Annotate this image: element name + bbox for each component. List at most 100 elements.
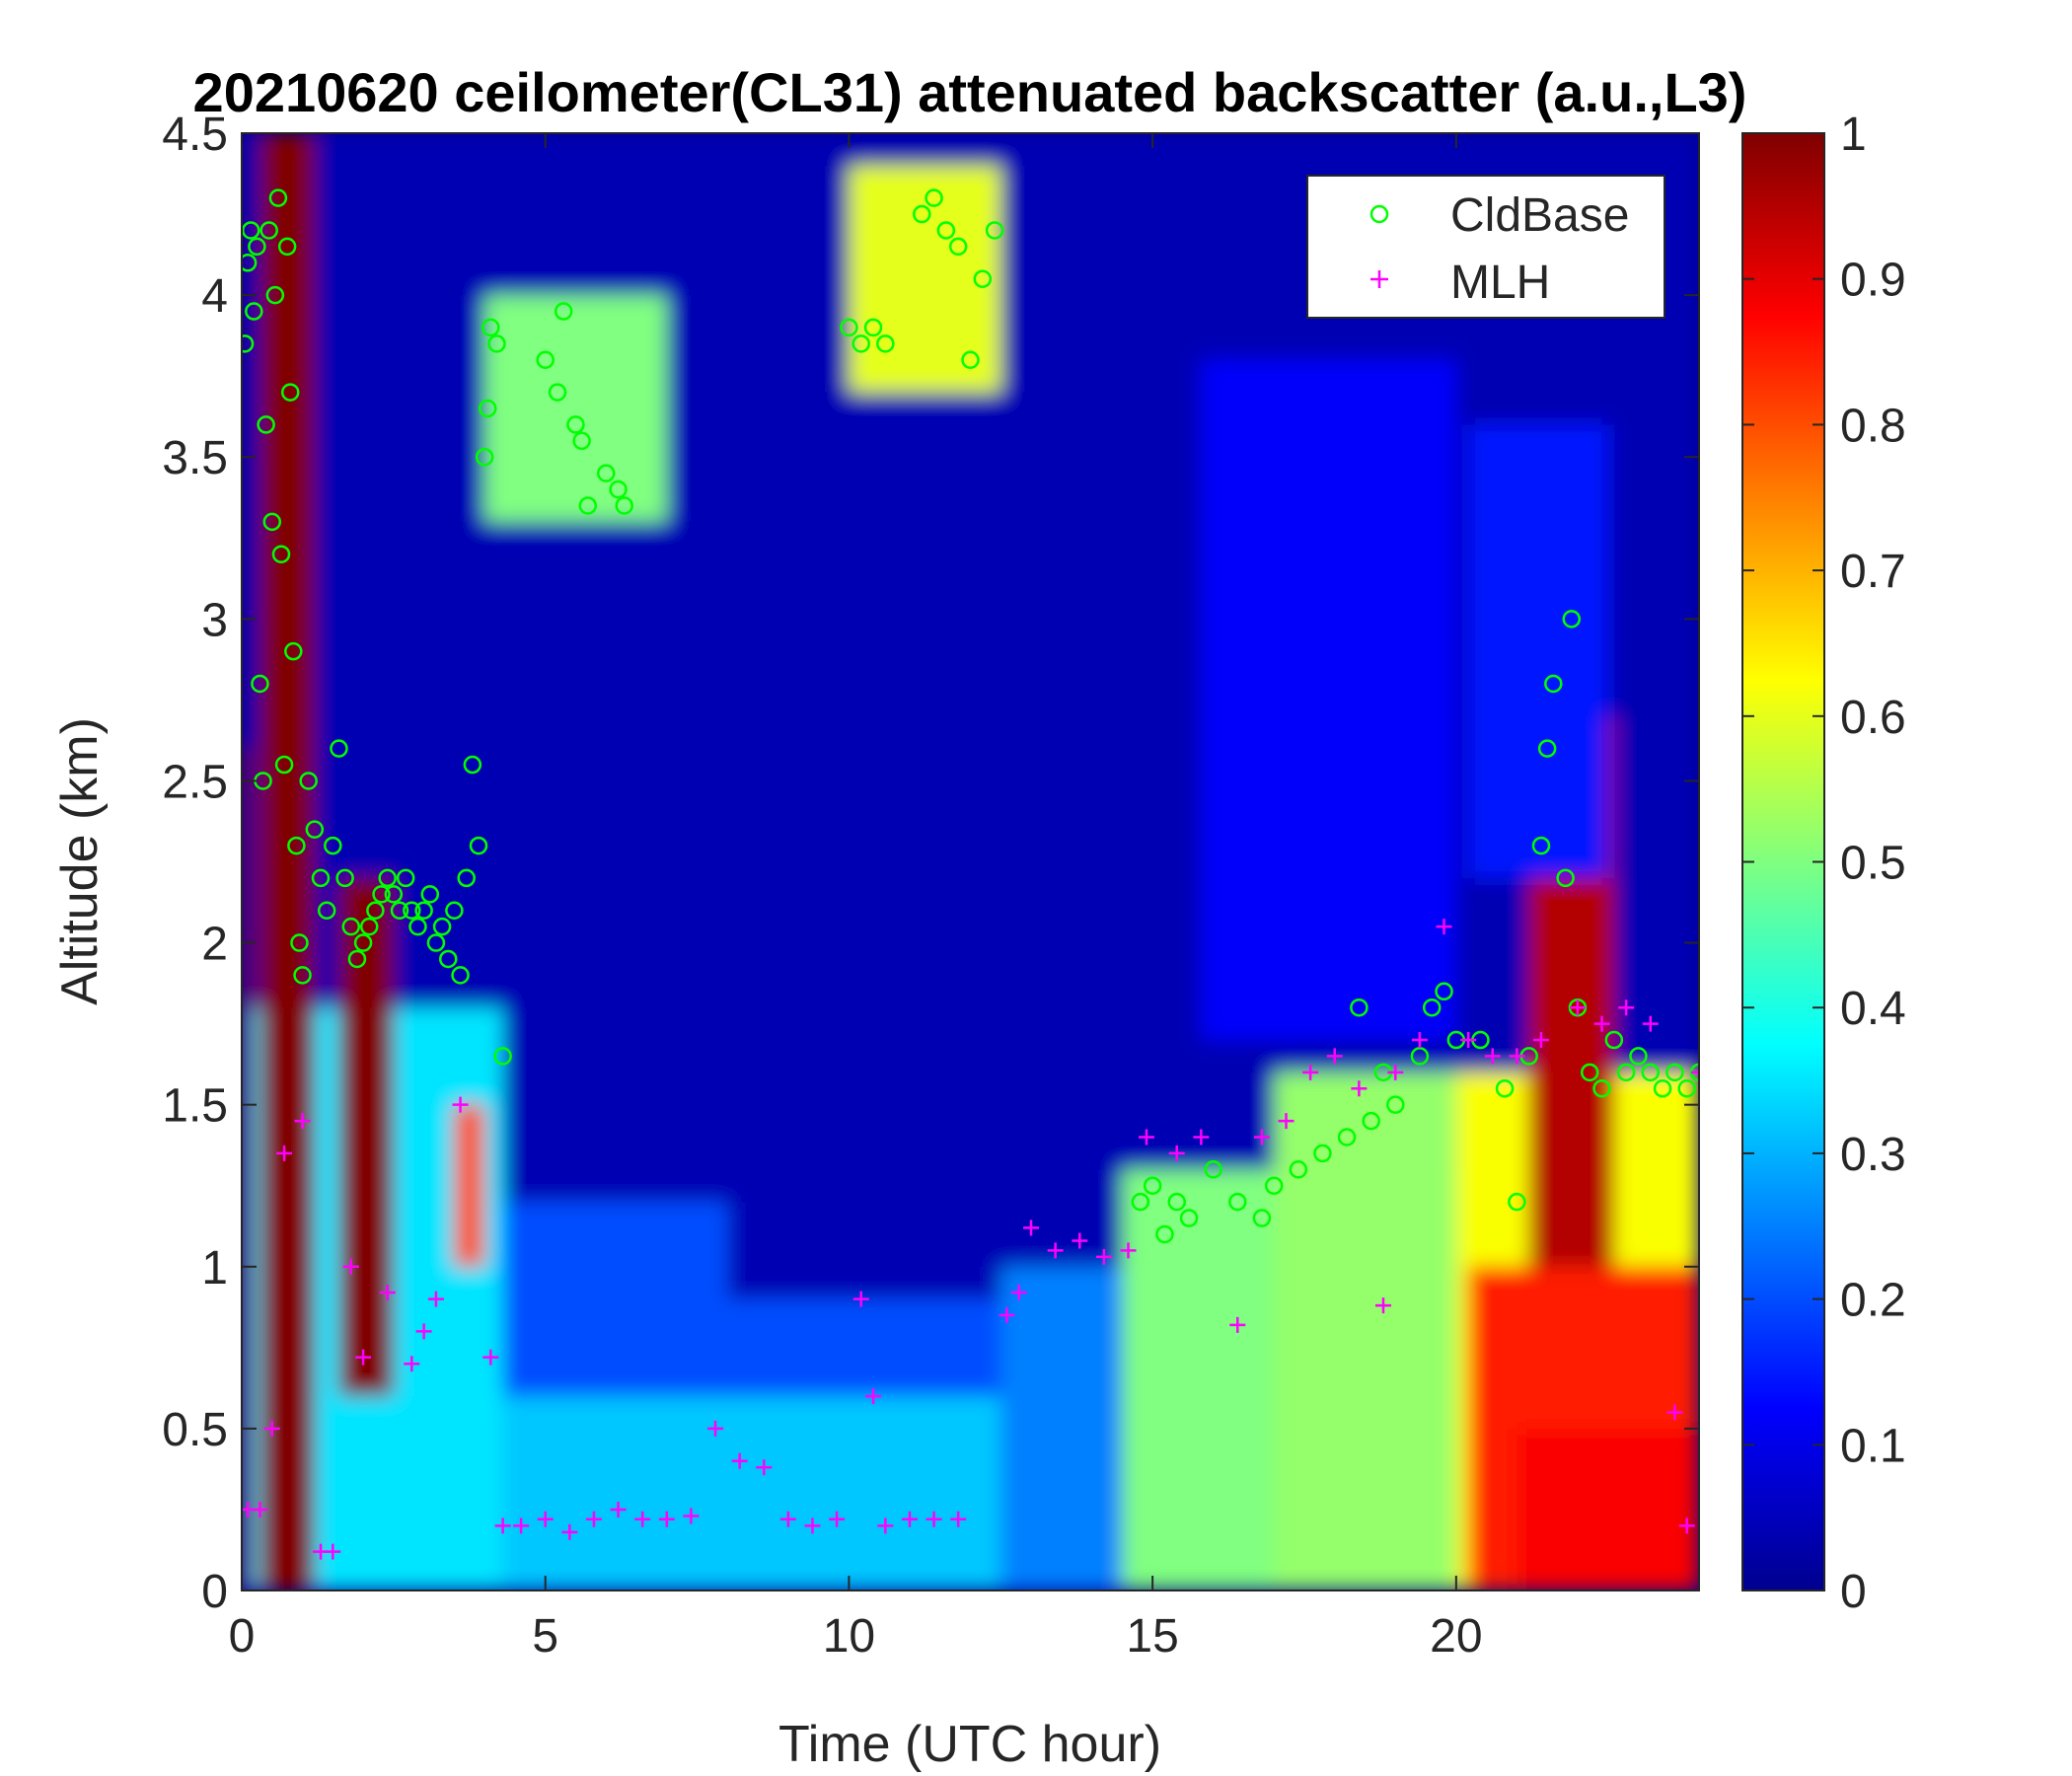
cldbase-point-65 xyxy=(863,318,883,337)
cldbase-point-84 xyxy=(1313,1144,1332,1163)
y-tick-label-8: 4 xyxy=(201,270,228,323)
cldbase-point-74 xyxy=(1131,1192,1150,1212)
cldbase-point-102 xyxy=(1562,610,1582,629)
mlh-point-49 xyxy=(1302,1064,1319,1080)
cldbase-point-13 xyxy=(274,755,294,775)
mlh-point-60 xyxy=(1569,999,1586,1016)
cldbase-point-4 xyxy=(248,237,266,257)
mlh-point-43 xyxy=(1138,1129,1154,1146)
cldbase-point-86 xyxy=(1350,998,1369,1017)
y-axis-label: Altitude (km) xyxy=(51,717,109,1005)
mlh-point-22 xyxy=(658,1511,675,1527)
cldbase-point-31 xyxy=(366,901,385,920)
mlh-point-20 xyxy=(610,1501,627,1517)
cldbase-point-106 xyxy=(1604,1030,1624,1050)
cldbase-point-57 xyxy=(566,415,585,434)
mlh-point-44 xyxy=(1168,1145,1185,1161)
chart-title: 20210620 ceilometer(CL31) attenuated bac… xyxy=(193,61,1747,123)
mlh-point-3 xyxy=(276,1145,293,1161)
cldbase-point-2 xyxy=(242,221,260,240)
cldbase-point-85 xyxy=(1337,1128,1357,1147)
cldbase-point-109 xyxy=(1641,1063,1661,1082)
cldbase-point-90 xyxy=(1410,1047,1430,1066)
colorbar-tick-label-1: 0.1 xyxy=(1840,1420,1906,1472)
cldbase-point-62 xyxy=(615,496,633,515)
legend-mlh-label: MLH xyxy=(1450,257,1550,309)
cldbase-point-11 xyxy=(268,188,288,207)
mlh-point-14 xyxy=(482,1349,499,1366)
cldbase-point-112 xyxy=(1677,1079,1696,1098)
cldbase-point-83 xyxy=(1289,1160,1308,1179)
cldbase-point-43 xyxy=(438,949,458,969)
cldbase-point-17 xyxy=(287,836,306,855)
mlh-point-41 xyxy=(1095,1248,1112,1265)
colorbar-tick-label-5: 0.5 xyxy=(1840,838,1906,890)
cldbase-point-67 xyxy=(913,204,931,224)
mlh-point-54 xyxy=(1411,1032,1428,1049)
cldbase-point-78 xyxy=(1179,1209,1199,1227)
backscatter-cell-4 xyxy=(1000,1266,1123,1591)
colorbar: 0 0.1 0.2 0.3 0.4 0.5 0.6 0.7 0.8 0.9 1 xyxy=(1741,109,1906,1618)
cldbase-point-19 xyxy=(293,966,312,985)
cldbase-point-87 xyxy=(1362,1111,1380,1131)
x-axis: 0 5 10 15 20 xyxy=(229,133,1483,1663)
cldbase-point-12 xyxy=(271,545,291,563)
cldbase-point-96 xyxy=(1508,1192,1526,1212)
mlh-point-38 xyxy=(1023,1220,1040,1236)
colorbar-gradient xyxy=(1741,132,1825,1591)
cldbase-point-98 xyxy=(1531,836,1551,855)
cldbase-point-22 xyxy=(311,868,331,888)
cldbase-point-70 xyxy=(948,237,968,257)
cldbase-point-80 xyxy=(1228,1192,1247,1212)
x-tick-label-2: 10 xyxy=(823,1610,875,1663)
cldbase-point-79 xyxy=(1204,1160,1222,1179)
x-tick-label-1: 5 xyxy=(532,1610,558,1663)
cldbase-point-20 xyxy=(299,772,318,790)
cldbase-point-73 xyxy=(985,221,1004,240)
cldbase-point-89 xyxy=(1386,1095,1405,1114)
cldbase-point-58 xyxy=(572,431,591,451)
mlh-point-37 xyxy=(1010,1285,1027,1301)
plot-area xyxy=(241,132,1700,1591)
cldbase-point-33 xyxy=(378,868,397,888)
x-tick-label-0: 0 xyxy=(229,1610,256,1663)
mlh-point-27 xyxy=(779,1511,796,1527)
cldbase-point-35 xyxy=(390,901,409,920)
mlh-point-59 xyxy=(1532,1032,1549,1049)
cldbase-point-47 xyxy=(463,755,482,775)
cldbase-point-68 xyxy=(925,188,943,207)
cldbase-point-16 xyxy=(284,641,303,661)
backscatter-cell-12 xyxy=(259,133,315,1591)
cldbase-point-111 xyxy=(1665,1063,1684,1082)
cldbase-point-30 xyxy=(359,917,379,936)
mlh-point-16 xyxy=(513,1517,530,1534)
cldbase-point-95 xyxy=(1495,1079,1515,1098)
mlh-point-13 xyxy=(452,1096,469,1113)
mlh-point-62 xyxy=(1618,999,1635,1016)
legend-cldbase-label: CldBase xyxy=(1450,189,1629,242)
mlh-point-33 xyxy=(901,1511,918,1527)
cldbase-point-50 xyxy=(478,399,497,418)
cldbase-point-69 xyxy=(936,221,956,240)
cldbase-point-110 xyxy=(1653,1079,1672,1098)
cldbase-point-8 xyxy=(259,221,278,240)
cldbase-point-61 xyxy=(609,480,628,499)
mlh-point-53 xyxy=(1387,1064,1404,1080)
cldbase-point-10 xyxy=(265,285,285,305)
cldbase-point-92 xyxy=(1435,982,1453,1001)
y-tick-label-4: 2 xyxy=(201,919,228,971)
mlh-point-61 xyxy=(1593,1015,1610,1032)
mlh-point-21 xyxy=(634,1511,651,1527)
mlh-point-40 xyxy=(1072,1232,1088,1249)
cldbase-point-60 xyxy=(597,464,616,482)
cldbase-point-45 xyxy=(451,966,470,985)
y-axis: 0 0.5 1 1.5 2 2.5 3 3.5 4 4.5 xyxy=(162,109,1699,1618)
backscatter-cell-17 xyxy=(1468,424,1608,878)
plot-frame xyxy=(241,132,1700,1591)
mlh-point-6 xyxy=(325,1543,341,1560)
legend-box xyxy=(1306,175,1665,319)
mlh-point-34 xyxy=(925,1511,942,1527)
mlh-point-51 xyxy=(1351,1080,1368,1097)
cldbase-point-76 xyxy=(1155,1224,1174,1244)
y-tick-label-5: 2.5 xyxy=(162,756,228,808)
